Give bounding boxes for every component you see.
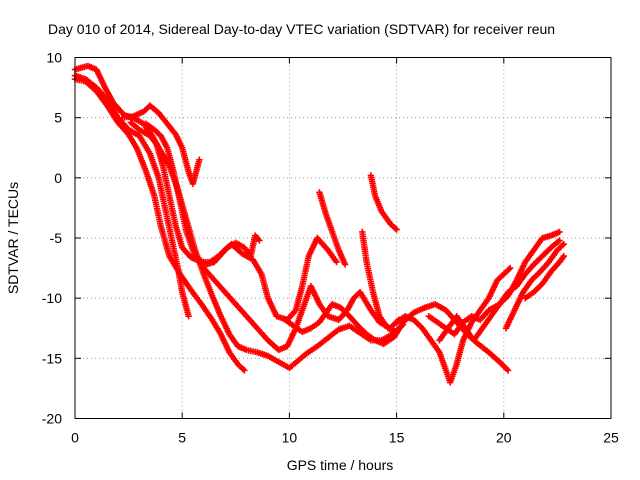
data-point	[333, 258, 340, 266]
data-point	[560, 252, 568, 260]
data-point	[560, 240, 568, 248]
series-track-12	[393, 264, 514, 386]
chart-title: Day 010 of 2014, Sidereal Day-to-day VTE…	[48, 21, 555, 37]
x-tick-label: 0	[71, 430, 79, 446]
data-point	[256, 237, 263, 244]
data-point	[392, 225, 399, 232]
y-tick-label: 5	[54, 110, 62, 126]
data-point	[341, 261, 349, 268]
y-tick-label: -10	[42, 290, 62, 306]
series-track-8	[281, 300, 512, 374]
series-track-14	[436, 228, 563, 344]
x-tick-labels: 0 5 10 15 20 25	[71, 430, 619, 446]
y-tick-label: -5	[50, 230, 63, 246]
series-track-2	[71, 72, 192, 320]
data-point	[504, 367, 512, 374]
x-tick-label: 20	[496, 430, 512, 446]
ticks	[74, 57, 612, 419]
series-layer	[71, 62, 568, 386]
series-track-11	[367, 172, 400, 233]
x-tick-label: 10	[282, 430, 298, 446]
data-point	[393, 226, 400, 233]
series-track-3	[71, 75, 248, 374]
data-point	[507, 264, 514, 272]
data-point	[559, 242, 566, 249]
data-point	[556, 237, 563, 244]
grid	[75, 57, 611, 419]
data-point	[393, 328, 400, 336]
data-point	[185, 313, 192, 320]
y-axis-title: SDTVAR / TECUs	[5, 182, 21, 294]
data-point	[239, 365, 247, 373]
series-track-10	[316, 189, 349, 268]
series-track-16	[522, 252, 568, 302]
y-tick-label: 0	[54, 170, 62, 186]
data-point	[241, 367, 248, 374]
series-track-15	[502, 240, 568, 332]
data-point	[196, 156, 203, 163]
y-tick-label: -20	[42, 411, 62, 427]
series-track-4	[118, 102, 203, 188]
x-tick-label: 25	[603, 430, 619, 446]
data-point	[505, 266, 513, 273]
data-point	[556, 228, 563, 236]
y-tick-label: 10	[46, 50, 62, 66]
x-tick-label: 5	[178, 430, 186, 446]
y-tick-labels: -20 -15 -10 -5 0 5 10	[42, 50, 62, 427]
x-axis-title: GPS time / hours	[287, 457, 394, 473]
y-tick-label: -15	[42, 350, 62, 366]
x-tick-label: 15	[389, 430, 405, 446]
series-track-9	[359, 228, 400, 336]
